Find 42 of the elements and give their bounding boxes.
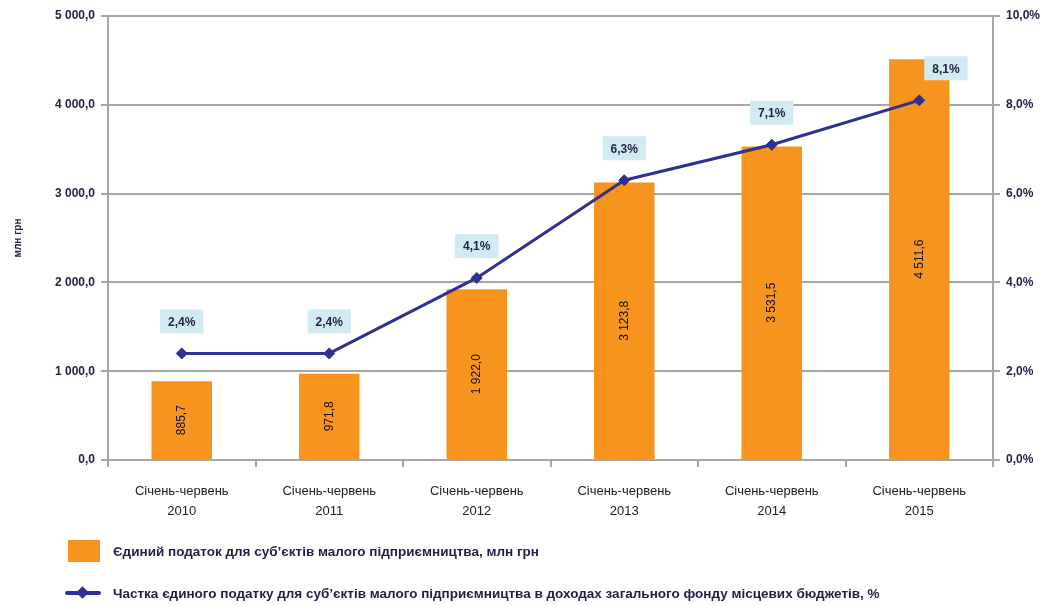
y2-tick-label: 6,0% [1006,185,1034,200]
x-tick-label: Січень-червень 2012 [429,482,524,518]
y2-tick-label: 10,0% [1006,8,1041,23]
y-axis-title: млн грн [11,218,23,258]
legend-label: Частка єдиного податку для суб’єктів малого підприємництва в доходах загального фонду місцевих бюджетів, % [113,585,880,601]
x-tick-label: Січень-червень 2010 [134,482,229,518]
y-tick-label: 1 000,0 [54,363,96,378]
data-label: 1 922,0 [469,353,484,395]
legend-label: Єдиний податок для суб’єктів малого підприємництва, млн грн [113,543,539,559]
x-tick-label: Січень-червень 2011 [282,482,377,518]
bar [151,381,212,459]
x-tick-label: Січень-червень 2014 [724,482,819,518]
data-label: 7,1% [758,106,786,121]
bar [299,373,360,459]
data-label: 2,4% [315,314,344,329]
data-label: 3 531,5 [764,282,779,323]
point [765,138,778,151]
data-label: 885,7 [174,404,189,436]
y2-tick-label: 2,0% [1006,363,1034,378]
data-label: 3 123,8 [616,300,631,341]
data-label: 8,1% [932,61,960,76]
bar [741,146,802,459]
bar [594,182,655,459]
y-tick-label: 2 000,0 [54,274,96,289]
point [470,271,483,284]
y2-tick-label: 0,0% [1006,452,1034,467]
bar [446,289,507,459]
x-tick-label: Січень-червень 2013 [577,482,672,518]
y-tick-label: 0,0 [78,452,96,467]
y2-tick-label: 8,0% [1006,97,1034,112]
y-tick-label: 5 000,0 [54,8,96,23]
data-label: 2,4% [168,314,196,329]
y2-tick-label: 4,0% [1006,274,1034,289]
y-tick-label: 4 000,0 [54,97,96,112]
point [913,94,926,107]
data-label: 971,8 [321,401,336,432]
point [618,174,631,187]
y-tick-label: 3 000,0 [54,185,96,200]
x-tick-label: Січень-червень 2015 [872,482,967,518]
data-label: 4 511,6 [911,239,926,279]
data-label: 4,1% [463,239,491,254]
data-label: 6,3% [610,141,639,156]
